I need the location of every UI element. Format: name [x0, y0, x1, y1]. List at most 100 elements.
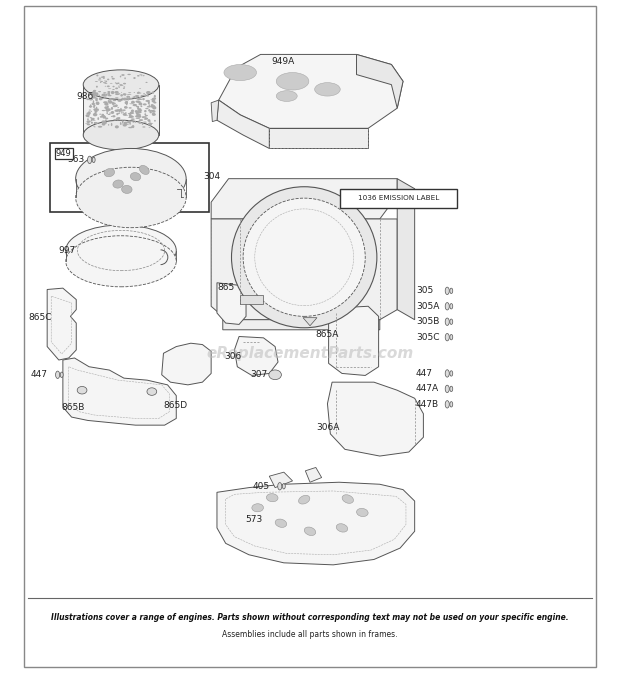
Ellipse shape: [107, 108, 111, 111]
Ellipse shape: [101, 115, 105, 117]
Polygon shape: [269, 472, 293, 488]
Ellipse shape: [101, 77, 104, 78]
Ellipse shape: [127, 120, 131, 123]
Ellipse shape: [141, 95, 144, 96]
Ellipse shape: [105, 81, 107, 82]
Text: 305A: 305A: [416, 302, 439, 311]
Ellipse shape: [97, 102, 99, 105]
Ellipse shape: [149, 123, 151, 124]
Ellipse shape: [92, 157, 95, 163]
Ellipse shape: [124, 106, 127, 108]
Ellipse shape: [450, 402, 453, 407]
Ellipse shape: [127, 96, 129, 98]
Ellipse shape: [144, 118, 148, 119]
FancyBboxPatch shape: [340, 188, 457, 207]
Ellipse shape: [120, 109, 123, 111]
Ellipse shape: [89, 105, 92, 108]
Ellipse shape: [94, 108, 97, 111]
Ellipse shape: [103, 77, 105, 79]
Polygon shape: [327, 382, 423, 456]
Ellipse shape: [149, 110, 154, 111]
Ellipse shape: [132, 125, 135, 128]
Ellipse shape: [66, 236, 176, 287]
Ellipse shape: [91, 120, 92, 121]
Ellipse shape: [282, 484, 285, 489]
Polygon shape: [83, 85, 159, 135]
Ellipse shape: [86, 98, 89, 100]
Ellipse shape: [136, 118, 140, 119]
Ellipse shape: [102, 114, 104, 118]
Ellipse shape: [315, 83, 340, 96]
Ellipse shape: [142, 116, 144, 118]
Ellipse shape: [118, 110, 121, 112]
Ellipse shape: [104, 168, 115, 177]
Ellipse shape: [97, 108, 99, 111]
Ellipse shape: [130, 98, 132, 99]
Ellipse shape: [450, 334, 453, 340]
Ellipse shape: [136, 100, 140, 103]
Ellipse shape: [90, 117, 92, 118]
Ellipse shape: [105, 103, 108, 106]
Ellipse shape: [115, 110, 119, 112]
Ellipse shape: [107, 85, 110, 87]
Ellipse shape: [112, 102, 116, 104]
Ellipse shape: [115, 82, 117, 83]
Ellipse shape: [127, 98, 129, 100]
Ellipse shape: [122, 185, 132, 193]
Ellipse shape: [94, 122, 96, 124]
Ellipse shape: [445, 334, 450, 341]
Ellipse shape: [450, 304, 453, 309]
Polygon shape: [211, 219, 397, 320]
Ellipse shape: [128, 107, 131, 108]
Ellipse shape: [148, 109, 150, 111]
Ellipse shape: [91, 111, 92, 112]
Ellipse shape: [94, 112, 95, 115]
Text: 305B: 305B: [416, 317, 439, 326]
Ellipse shape: [120, 108, 122, 110]
Ellipse shape: [66, 225, 176, 276]
Ellipse shape: [108, 88, 111, 89]
Ellipse shape: [450, 386, 453, 392]
Text: 865: 865: [218, 283, 235, 292]
Ellipse shape: [224, 65, 257, 81]
Ellipse shape: [125, 112, 126, 114]
Ellipse shape: [136, 114, 141, 116]
Text: 447: 447: [31, 370, 48, 380]
Ellipse shape: [56, 371, 60, 378]
Ellipse shape: [102, 114, 104, 115]
Ellipse shape: [95, 111, 98, 112]
Ellipse shape: [118, 99, 122, 101]
Ellipse shape: [120, 85, 122, 86]
Ellipse shape: [117, 107, 119, 108]
Ellipse shape: [108, 100, 112, 104]
Text: 405: 405: [253, 482, 270, 491]
Ellipse shape: [104, 103, 108, 106]
Ellipse shape: [130, 112, 134, 114]
Ellipse shape: [126, 104, 128, 106]
Ellipse shape: [100, 98, 104, 99]
Text: 306A: 306A: [316, 423, 340, 431]
Ellipse shape: [125, 94, 126, 96]
Ellipse shape: [144, 110, 146, 112]
Ellipse shape: [99, 98, 102, 100]
Ellipse shape: [135, 95, 140, 97]
Ellipse shape: [123, 94, 126, 96]
Ellipse shape: [123, 94, 126, 96]
Ellipse shape: [131, 110, 134, 112]
Ellipse shape: [304, 527, 316, 536]
Ellipse shape: [104, 122, 107, 124]
Text: 865B: 865B: [62, 402, 85, 411]
Ellipse shape: [117, 118, 119, 120]
Ellipse shape: [342, 495, 353, 503]
Ellipse shape: [99, 95, 100, 96]
Text: 563: 563: [68, 155, 85, 164]
Ellipse shape: [86, 120, 90, 123]
Ellipse shape: [146, 100, 150, 102]
Ellipse shape: [118, 99, 120, 100]
Ellipse shape: [142, 127, 146, 128]
Ellipse shape: [121, 85, 123, 86]
Ellipse shape: [143, 104, 147, 106]
Ellipse shape: [116, 83, 118, 84]
Text: Illustrations cover a range of engines. Parts shown without corresponding text m: Illustrations cover a range of engines. …: [51, 612, 569, 622]
Ellipse shape: [95, 98, 97, 101]
